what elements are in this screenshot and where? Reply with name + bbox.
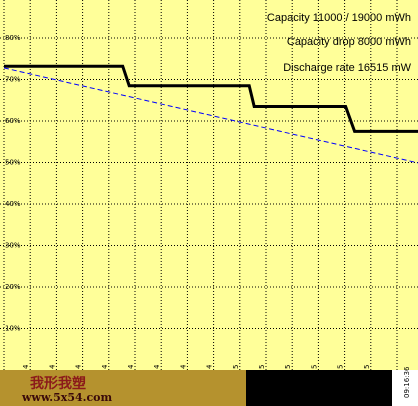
x-tick-label: 4 (48, 364, 56, 369)
discharge-rate-line (3, 67, 418, 164)
bottom-band-right (392, 370, 418, 406)
y-tick-label: 70% (5, 76, 21, 84)
capacity-line (4, 64, 418, 133)
capacity-drop-readout: Capacity drop 8000 mWh (287, 36, 411, 48)
x-tick-label: 5 (310, 365, 318, 369)
x-tick-label: 5 (337, 365, 345, 369)
x-tick-label: 4 (127, 364, 135, 369)
grid-lines (0, 0, 418, 370)
y-tick-label: 20% (5, 283, 21, 291)
discharge-rate-readout: Discharge rate 16515 mW (283, 62, 411, 74)
capacity-readout: Capacity 11000 / 19000 mWh (267, 12, 411, 24)
bottom-band-gold (0, 370, 246, 406)
series-lines (3, 64, 418, 164)
x-tick-label: 4 (101, 364, 109, 369)
end-time-label: 09:16:36 (403, 366, 411, 398)
bottom-band-black (246, 370, 392, 406)
x-tick-labels: 4 4 4 4 4 4 4 4 5 5 5 5 5 5 (22, 364, 371, 369)
y-tick-label: 80% (5, 34, 21, 42)
x-tick-label: 5 (258, 365, 266, 369)
y-tick-label: 10% (5, 325, 21, 333)
y-tick-label: 30% (5, 242, 21, 250)
y-tick-label: 50% (5, 159, 21, 167)
watermark-logo-text: 我形我塑 (30, 375, 86, 392)
watermark-url: www.5x54.com (21, 391, 113, 404)
y-tick-labels: 10% 20% 30% 40% 50% 60% 70% 80% 90% (5, 0, 21, 333)
y-tick-label: 40% (5, 200, 21, 208)
x-tick-label: 5 (284, 365, 292, 369)
x-tick-label: 4 (75, 364, 83, 369)
x-tick-label: 5 (363, 365, 371, 369)
x-tick-label: 4 (206, 364, 214, 369)
y-tick-label: 90% (5, 0, 21, 1)
y-tick-label: 60% (5, 117, 21, 125)
x-tick-label: 4 (153, 364, 161, 369)
plot-background (0, 0, 418, 370)
x-tick-label: 4 (179, 364, 187, 369)
x-tick-label: 5 (232, 365, 240, 369)
x-tick-label: 4 (22, 364, 30, 369)
